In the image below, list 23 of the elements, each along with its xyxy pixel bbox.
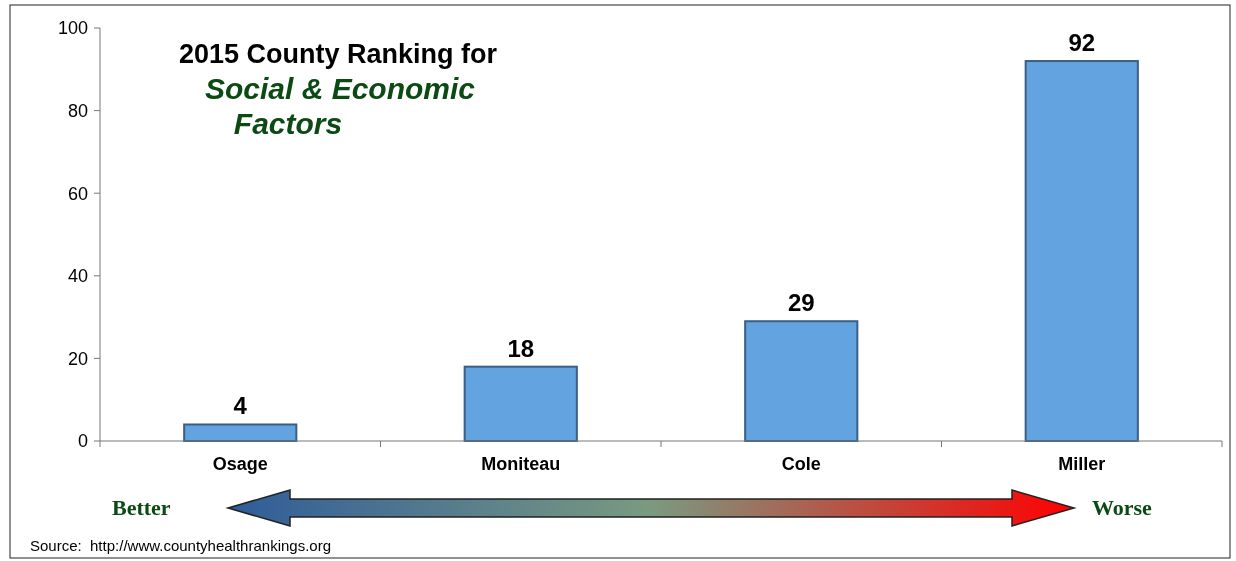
data-label: 29 <box>787 289 815 317</box>
source-note: Source: http://www.countyhealthrankings.org <box>30 537 331 554</box>
y-tick-label: 0 <box>77 431 88 452</box>
text: Better <box>112 495 171 520</box>
x-tick-label: Osage <box>212 454 268 474</box>
bar <box>1024 60 1139 442</box>
data-label: 18 <box>507 334 535 362</box>
text: Social & Economic Factors <box>204 72 476 140</box>
y-tick-label: 20 <box>67 348 88 369</box>
y-tick-label: 80 <box>67 100 88 121</box>
bar <box>463 365 578 442</box>
chart-title: 2015 County Ranking for <box>178 39 498 69</box>
bar <box>744 320 859 442</box>
x-tick-label: Cole <box>781 454 821 474</box>
bar <box>183 423 298 442</box>
data-label: 92 <box>1068 29 1096 57</box>
x-tick-label: Miller <box>1058 454 1106 474</box>
y-tick-label: 40 <box>67 266 88 287</box>
text: Worse <box>1092 495 1153 520</box>
y-tick-label: 60 <box>67 183 88 204</box>
y-tick-label: 100 <box>57 18 88 39</box>
data-label: 4 <box>233 392 248 420</box>
x-tick-label: Moniteau <box>481 454 561 474</box>
